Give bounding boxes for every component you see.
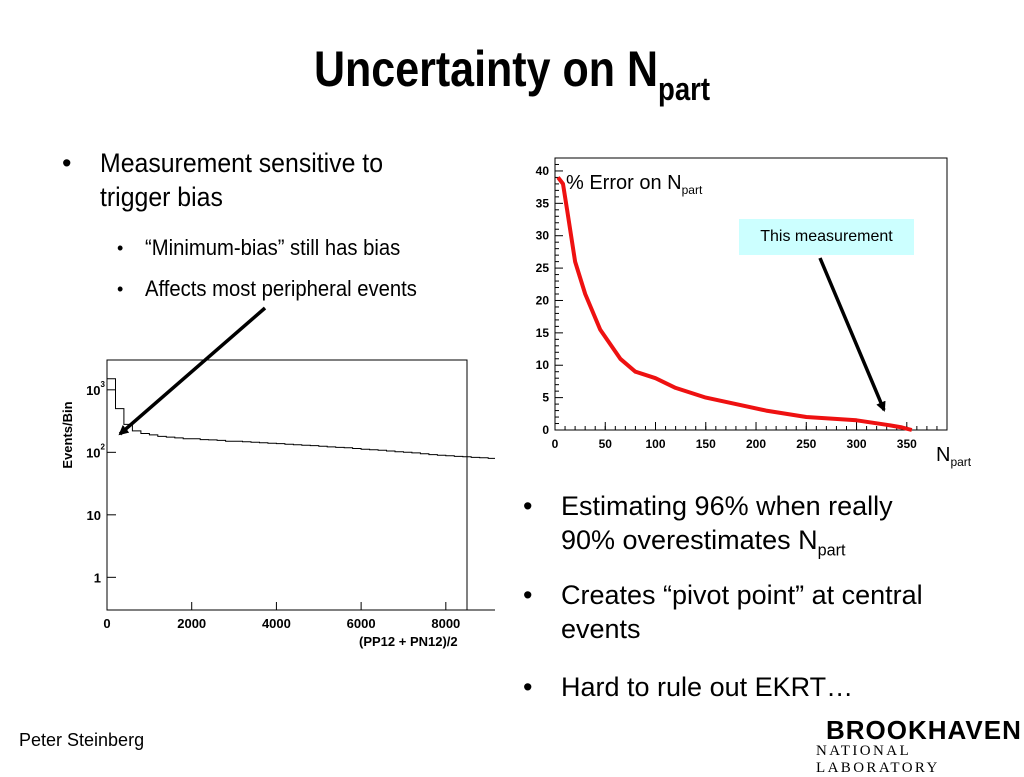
y-tick-label: 0 [542, 423, 549, 437]
bullet-dot: • [523, 672, 533, 702]
bullet-min-bias: • “Minimum-bias” still has bias [117, 233, 423, 263]
error-chart-xlabel-main: N [936, 444, 951, 466]
slide-title: Uncertainty on Npart [72, 40, 953, 108]
logo-line2: NATIONAL LABORATORY [816, 743, 940, 776]
y-tick-label: 30 [536, 229, 550, 243]
logo-line1: BROOKHAVEN [826, 715, 1022, 745]
x-tick-label: 0 [552, 437, 559, 451]
y-tick-label: 25 [536, 261, 550, 275]
title-subscript: part [658, 71, 711, 107]
x-tick-label: 4000 [262, 616, 291, 631]
bullet-text: Hard to rule out EKRT… [561, 672, 854, 702]
callout-this-measurement: This measurement [739, 219, 914, 255]
error-curve [556, 176, 913, 432]
bullet-dot: • [117, 238, 124, 258]
x-tick-label: 150 [696, 437, 716, 451]
bullet-text: Affects most peripheral events [145, 276, 417, 301]
bullet-text: Creates “pivot point” at central events [561, 580, 923, 644]
y-tick-label: 5 [542, 391, 549, 405]
x-tick-label: 200 [746, 437, 766, 451]
y-tick-label: 20 [536, 293, 550, 307]
bullet-peripheral: • Affects most peripheral events [117, 274, 441, 304]
y-tick-label: 103 [86, 380, 105, 398]
bullet-text: Estimating 96% when really 90% overestim… [561, 489, 941, 567]
histogram-ylabel: Events/Bin [60, 401, 75, 468]
x-tick-label: 50 [599, 437, 613, 451]
y-tick-label: 15 [536, 326, 550, 340]
bullet-overestimate: • Estimating 96% when really 90% overest… [523, 489, 961, 567]
bullet-text: Measurement sensitive to trigger bias [100, 148, 384, 212]
footer-author: Peter Steinberg [19, 730, 145, 750]
error-chart-frame [554, 157, 948, 431]
error-chart-xlabel-sub: part [950, 455, 972, 469]
bullet-dot: • [117, 279, 124, 299]
histogram-xlabel: (PP12 + PN12)/2 [359, 634, 458, 649]
histogram-frame [106, 359, 468, 611]
bullet-ekrt: • Hard to rule out EKRT… [523, 670, 961, 704]
y-tick-label: 102 [86, 442, 105, 460]
x-tick-label: 6000 [347, 616, 376, 631]
histogram-chart: 0 2000 4000 6000 8000 1 10 102 103 Events/Bin (PP1… [60, 359, 495, 649]
y-tick-label: 40 [536, 164, 550, 178]
x-tick-label: 8000 [431, 616, 460, 631]
y-tick-label: 35 [536, 196, 550, 210]
arrow-to-peripheral [118, 306, 267, 436]
x-tick-label: 300 [847, 437, 867, 451]
bullet-text-main: Estimating 96% when really 90% overestim… [561, 491, 893, 555]
bullet-dot: • [523, 491, 533, 521]
x-tick-label: 100 [645, 437, 665, 451]
bullet-pivot: • Creates “pivot point” at central event… [523, 578, 971, 646]
histogram-outline [106, 378, 495, 610]
title-main: Uncertainty on N [313, 41, 659, 97]
bullet-text-sub: part [817, 541, 846, 560]
shaded-histogram [107, 609, 495, 611]
x-tick-label: 2000 [177, 616, 206, 631]
y-tick-label: 10 [536, 358, 550, 372]
bullet-trigger-bias: • Measurement sensitive to trigger bias [62, 146, 480, 214]
bullet-text: “Minimum-bias” still has bias [145, 235, 401, 260]
y-tick-label: 10 [87, 508, 101, 523]
error-chart-title: % Error on Npart [566, 172, 702, 197]
x-tick-label: 250 [796, 437, 816, 451]
brookhaven-logo: BROOKHAVEN NATIONAL LABORATORY [816, 715, 1021, 776]
bullet-dot: • [62, 148, 72, 178]
error-chart-title-sub: part [681, 183, 703, 197]
bullet-dot: • [523, 580, 533, 610]
arrow-to-measurement [818, 257, 886, 412]
error-chart-xlabel: Npart [936, 444, 971, 469]
y-tick-label: 1 [94, 570, 101, 585]
x-tick-label: 350 [897, 437, 917, 451]
x-tick-label: 0 [103, 616, 110, 631]
error-chart: 0 50 100 150 200 250 300 350 0 5 10 15 20 25 30 35 40 [536, 157, 948, 451]
error-chart-title-main: % Error on N [566, 172, 682, 194]
